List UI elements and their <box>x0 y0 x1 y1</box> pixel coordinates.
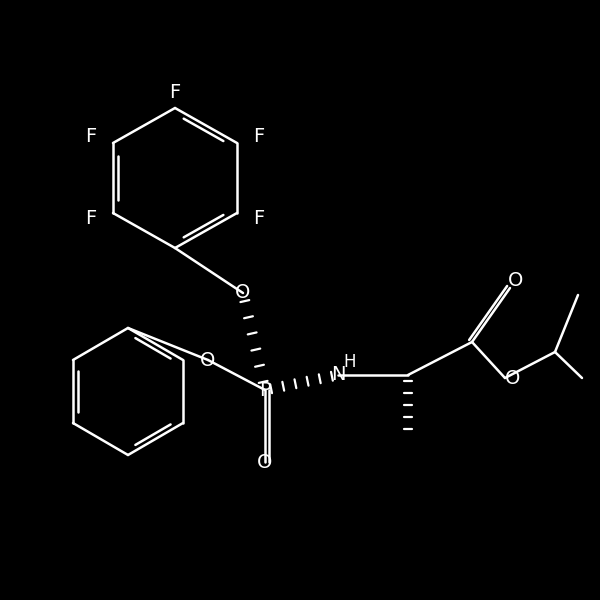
Text: O: O <box>257 452 272 472</box>
Text: O: O <box>508 271 524 289</box>
Text: F: F <box>169 82 181 101</box>
Text: H: H <box>344 353 356 371</box>
Text: O: O <box>235 283 251 302</box>
Text: N: N <box>331 365 345 385</box>
Text: F: F <box>253 209 265 229</box>
Text: F: F <box>85 127 97 146</box>
Text: O: O <box>200 350 215 370</box>
Text: F: F <box>85 209 97 229</box>
Text: F: F <box>253 127 265 146</box>
Text: P: P <box>259 380 271 400</box>
Text: O: O <box>505 368 521 388</box>
